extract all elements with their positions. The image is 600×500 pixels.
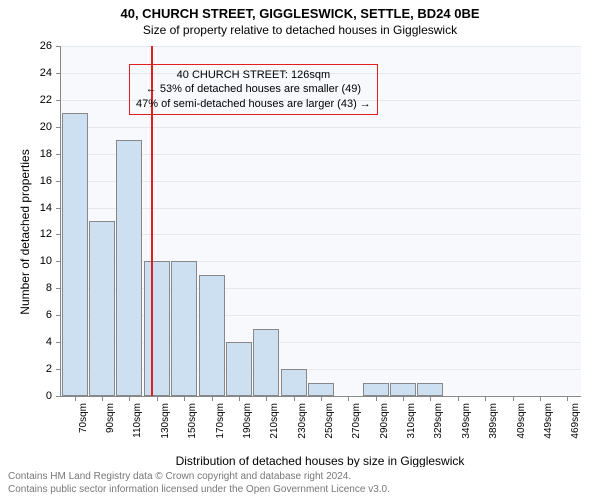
- y-tick-mark: [56, 234, 61, 235]
- bar: [308, 383, 334, 396]
- x-tick-label: 170sqm: [215, 403, 226, 449]
- y-tick-mark: [56, 369, 61, 370]
- x-tick-label: 409sqm: [516, 403, 527, 449]
- y-tick-label: 6: [22, 309, 52, 321]
- attribution: Contains HM Land Registry data © Crown c…: [0, 467, 600, 500]
- x-tick-mark: [540, 396, 541, 401]
- title-address: 40, CHURCH STREET, GIGGLESWICK, SETTLE, …: [0, 0, 600, 21]
- x-tick-mark: [321, 396, 322, 401]
- plot-area: 70sqm90sqm110sqm130sqm150sqm170sqm190sqm…: [60, 46, 581, 396]
- x-tick-mark: [513, 396, 514, 401]
- y-tick-mark: [56, 261, 61, 262]
- x-tick-mark: [212, 396, 213, 401]
- bar: [62, 113, 88, 396]
- y-tick-label: 12: [22, 228, 52, 240]
- bar: [417, 383, 443, 396]
- y-tick-mark: [56, 288, 61, 289]
- x-tick-mark: [458, 396, 459, 401]
- x-tick-label: 329sqm: [433, 403, 444, 449]
- x-tick-mark: [239, 396, 240, 401]
- y-tick-mark: [56, 100, 61, 101]
- y-tick-label: 0: [22, 390, 52, 402]
- bar: [89, 221, 115, 396]
- y-tick-label: 10: [22, 255, 52, 267]
- attribution-line1: Contains HM Land Registry data © Crown c…: [8, 471, 592, 484]
- y-tick-mark: [56, 342, 61, 343]
- info-box-line-1: 40 CHURCH STREET: 126sqm: [136, 68, 371, 82]
- x-tick-mark: [184, 396, 185, 401]
- y-tick-label: 8: [22, 282, 52, 294]
- x-tick-mark: [157, 396, 158, 401]
- bar: [281, 369, 307, 396]
- x-tick-mark: [129, 396, 130, 401]
- y-tick-label: 24: [22, 67, 52, 79]
- y-tick-labels: 02468101214161820222426: [24, 46, 56, 396]
- x-tick-mark: [430, 396, 431, 401]
- y-tick-mark: [56, 46, 61, 47]
- bar: [144, 261, 170, 396]
- x-tick-mark: [348, 396, 349, 401]
- x-tick-label: 130sqm: [160, 403, 171, 449]
- y-tick-label: 2: [22, 363, 52, 375]
- x-tick-label: 210sqm: [269, 403, 280, 449]
- y-tick-label: 14: [22, 202, 52, 214]
- bar: [199, 275, 225, 396]
- info-box-line-3: 47% of semi-detached houses are larger (…: [136, 97, 371, 111]
- bar: [226, 342, 252, 396]
- x-tick-mark: [294, 396, 295, 401]
- y-tick-label: 4: [22, 336, 52, 348]
- x-tick-mark: [102, 396, 103, 401]
- bar: [116, 140, 142, 396]
- gridline: [61, 46, 581, 47]
- x-tick-label: 110sqm: [132, 403, 143, 449]
- x-tick-mark: [567, 396, 568, 401]
- x-tick-mark: [266, 396, 267, 401]
- x-tick-label: 449sqm: [543, 403, 554, 449]
- y-tick-mark: [56, 127, 61, 128]
- x-tick-mark: [376, 396, 377, 401]
- x-tick-label: 389sqm: [488, 403, 499, 449]
- y-tick-mark: [56, 73, 61, 74]
- y-tick-mark: [56, 208, 61, 209]
- y-tick-label: 26: [22, 40, 52, 52]
- x-tick-label: 230sqm: [297, 403, 308, 449]
- x-tick-label: 349sqm: [461, 403, 472, 449]
- title-subtitle: Size of property relative to detached ho…: [0, 21, 600, 37]
- bar: [171, 261, 197, 396]
- y-tick-label: 22: [22, 94, 52, 106]
- x-tick-label: 190sqm: [242, 403, 253, 449]
- x-tick-mark: [403, 396, 404, 401]
- y-tick-mark: [56, 154, 61, 155]
- x-tick-label: 150sqm: [187, 403, 198, 449]
- gridline: [61, 127, 581, 128]
- x-tick-label: 90sqm: [105, 403, 116, 449]
- y-tick-label: 18: [22, 148, 52, 160]
- x-tick-label: 270sqm: [351, 403, 362, 449]
- y-tick-label: 20: [22, 121, 52, 133]
- y-tick-label: 16: [22, 175, 52, 187]
- bar: [253, 329, 279, 396]
- x-axis-label: Distribution of detached houses by size …: [60, 454, 580, 468]
- x-tick-mark: [485, 396, 486, 401]
- attribution-line2: Contains public sector information licen…: [8, 484, 592, 497]
- x-tick-label: 469sqm: [570, 403, 581, 449]
- x-tick-label: 310sqm: [406, 403, 417, 449]
- y-tick-mark: [56, 181, 61, 182]
- x-tick-label: 70sqm: [78, 403, 89, 449]
- info-box: 40 CHURCH STREET: 126sqm← 53% of detache…: [129, 64, 378, 115]
- x-tick-mark: [75, 396, 76, 401]
- x-tick-label: 250sqm: [324, 403, 335, 449]
- x-tick-label: 290sqm: [379, 403, 390, 449]
- bar: [390, 383, 416, 396]
- bar: [363, 383, 389, 396]
- info-box-line-2: ← 53% of detached houses are smaller (49…: [136, 82, 371, 96]
- y-tick-mark: [56, 315, 61, 316]
